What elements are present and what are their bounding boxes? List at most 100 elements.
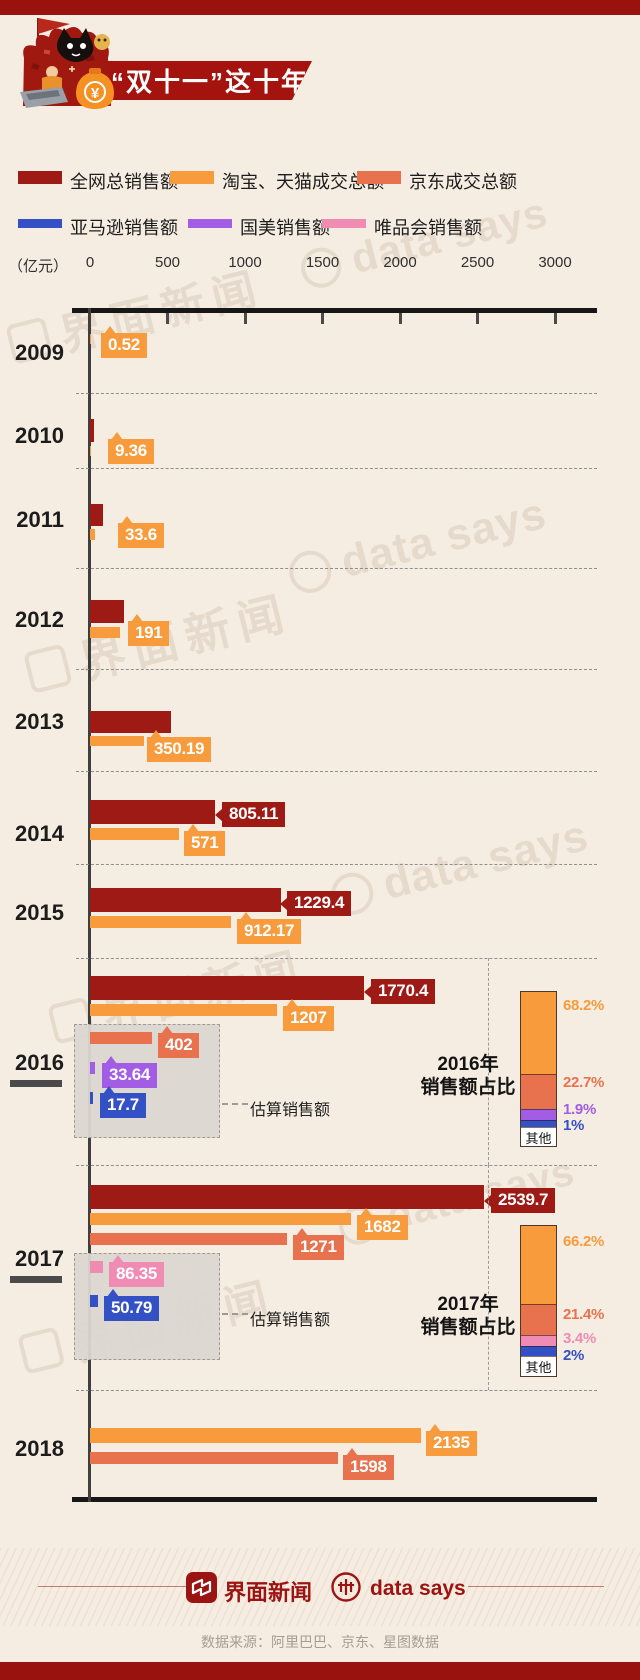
person-head	[46, 66, 58, 78]
share-pct-2016-tmall: 68.2%	[563, 997, 605, 1014]
bar-2010-total	[90, 419, 95, 442]
bar-value-label-2017-jd: 1271	[293, 1228, 344, 1260]
legend-swatch-total	[18, 171, 62, 184]
watermark-datasays: data says	[284, 489, 552, 601]
share-segment-other: 其他	[521, 1127, 556, 1146]
legend-label-amazon: 亚马逊销售额	[70, 218, 178, 238]
legend-label-gome: 国美销售额	[240, 218, 330, 238]
label-pointer-icon	[161, 1026, 173, 1034]
label-pointer-icon	[107, 1289, 119, 1297]
share-segment-amazon	[521, 1346, 556, 1356]
bar-2016-jd	[90, 1032, 153, 1044]
x-tick-label-0: 0	[85, 254, 95, 271]
bar-2013-tmall	[90, 736, 145, 746]
bar-value-label-2017-tmall: 1682	[357, 1208, 408, 1240]
bar-value-label-2015-tmall: 912.17	[237, 912, 302, 944]
x-axis-top	[72, 308, 597, 313]
bar-value-label-2016-total: 1770.4	[364, 979, 436, 1004]
bar-value-label-2016-tmall: 1207	[283, 999, 334, 1031]
x-tick-label-1000: 1000	[228, 254, 262, 271]
cat-head-icon	[56, 28, 94, 62]
bar-2017-tmall	[90, 1213, 351, 1225]
label-pointer-icon	[131, 614, 143, 622]
share-segment-jd	[521, 1304, 556, 1335]
share-pct-2017-vip: 3.4%	[563, 1330, 596, 1347]
label-pointer-icon	[429, 1424, 441, 1432]
share-title-2017: 2017年 销售额占比	[388, 1293, 548, 1339]
bar-value-label-2018-tmall: 2135	[426, 1424, 477, 1456]
bottom-red-bar	[0, 1662, 640, 1680]
share-pct-2017-tmall: 66.2%	[563, 1233, 605, 1250]
bar-2011-tmall	[90, 529, 96, 540]
bar-2016-tmall	[90, 1004, 278, 1016]
x-axis-bottom	[72, 1497, 597, 1502]
watermark-text: data says	[378, 810, 594, 910]
legend-swatch-vip	[322, 219, 366, 228]
year-label-2011: 2011	[16, 507, 64, 532]
x-tickmark-1500	[321, 313, 324, 324]
x-tick-label-1500: 1500	[305, 254, 340, 271]
flag-icon	[38, 18, 70, 34]
row-separator	[76, 568, 597, 569]
bar-value-label-2016-gome: 33.64	[102, 1056, 158, 1088]
bar-2017-jd	[90, 1233, 287, 1245]
footer-rule-right	[468, 1586, 604, 1587]
bar-value-label-2017-amazon: 50.79	[104, 1289, 160, 1321]
label-pointer-icon	[103, 1086, 115, 1094]
bar-2018-tmall	[90, 1428, 421, 1443]
x-tickmark-3000	[553, 313, 557, 324]
label-pointer-icon	[121, 516, 133, 524]
label-pointer-icon	[187, 824, 199, 832]
bar-value-label-2012-tmall: 191	[128, 614, 170, 646]
year-label-2009: 2009	[15, 340, 64, 365]
footer-hatch-band	[0, 1548, 640, 1626]
label-pointer-icon	[286, 999, 298, 1007]
year-label-2016: 2016	[15, 1050, 64, 1075]
estimate-note-connector-2017	[222, 1313, 248, 1315]
bar-2010-tmall	[90, 446, 92, 456]
label-pointer-icon	[104, 326, 116, 334]
bar-2012-total	[90, 600, 125, 623]
footer-rule-left	[38, 1586, 198, 1587]
share-segment-amazon	[521, 1120, 556, 1127]
year-label-2018: 2018	[15, 1436, 64, 1461]
bar-value-label-2014-total: 805.11	[215, 802, 286, 827]
x-tickmark-2000	[398, 313, 402, 324]
share-segment-other: 其他	[521, 1356, 556, 1376]
bar-2015-tmall	[90, 916, 232, 928]
row-separator	[76, 669, 597, 670]
bar-2016-amazon	[90, 1092, 93, 1104]
bar-value-label-2011-tmall: 33.6	[118, 516, 164, 548]
share-segment-jd	[521, 1074, 556, 1109]
row-separator	[76, 393, 597, 394]
share-pct-2017-amazon: 2%	[563, 1347, 585, 1364]
datasays-watermark-icon	[284, 546, 336, 598]
legend-label-total: 全网总销售额	[70, 172, 178, 192]
label-pointer-icon	[240, 912, 252, 920]
row-separator	[76, 771, 597, 772]
watermark-text: data says	[336, 488, 552, 588]
y-axis-line	[88, 308, 91, 1502]
legend-swatch-tmall	[170, 171, 214, 184]
inset-divider-2016	[488, 958, 489, 1165]
x-tick-label-2500: 2500	[460, 254, 495, 271]
year-label-2013: 2013	[15, 709, 64, 734]
year-underline-2016	[10, 1080, 62, 1087]
jiemian-logo-icon	[186, 1572, 217, 1603]
label-pointer-icon	[111, 432, 123, 440]
label-pointer-icon	[346, 1448, 358, 1456]
bar-value-label-2016-jd: 402	[158, 1026, 200, 1058]
watermark-datasays: data says	[296, 188, 552, 296]
label-pointer-icon	[364, 985, 371, 998]
bar-2014-tmall	[90, 828, 179, 840]
x-tickmark-500	[166, 313, 169, 324]
bar-2017-amazon	[90, 1295, 98, 1307]
row-separator	[76, 468, 597, 469]
page-title: “双十一”这十年	[110, 67, 309, 97]
legend-label-jd: 京东成交总额	[409, 172, 517, 192]
label-pointer-icon	[112, 1255, 124, 1263]
label-pointer-icon	[215, 808, 222, 821]
year-underline-2017	[10, 1276, 62, 1283]
estimate-note-2016: 估算销售额	[250, 1102, 331, 1119]
